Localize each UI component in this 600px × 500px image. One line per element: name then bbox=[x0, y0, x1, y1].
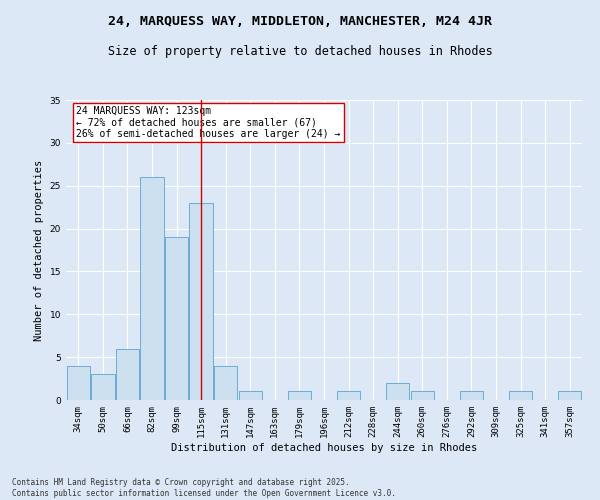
Bar bbox=[116, 348, 139, 400]
Bar bbox=[558, 392, 581, 400]
Bar bbox=[190, 203, 213, 400]
Text: 24 MARQUESS WAY: 123sqm
← 72% of detached houses are smaller (67)
26% of semi-de: 24 MARQUESS WAY: 123sqm ← 72% of detache… bbox=[76, 106, 341, 139]
Bar bbox=[288, 392, 311, 400]
Bar bbox=[509, 392, 532, 400]
Bar bbox=[410, 392, 434, 400]
Y-axis label: Number of detached properties: Number of detached properties bbox=[34, 160, 44, 340]
Bar bbox=[140, 177, 164, 400]
X-axis label: Distribution of detached houses by size in Rhodes: Distribution of detached houses by size … bbox=[171, 442, 477, 452]
Bar bbox=[214, 366, 238, 400]
Text: 24, MARQUESS WAY, MIDDLETON, MANCHESTER, M24 4JR: 24, MARQUESS WAY, MIDDLETON, MANCHESTER,… bbox=[108, 15, 492, 28]
Bar bbox=[386, 383, 409, 400]
Bar bbox=[460, 392, 483, 400]
Bar bbox=[165, 237, 188, 400]
Bar bbox=[239, 392, 262, 400]
Bar bbox=[67, 366, 90, 400]
Bar bbox=[91, 374, 115, 400]
Bar bbox=[337, 392, 360, 400]
Text: Size of property relative to detached houses in Rhodes: Size of property relative to detached ho… bbox=[107, 45, 493, 58]
Text: Contains HM Land Registry data © Crown copyright and database right 2025.
Contai: Contains HM Land Registry data © Crown c… bbox=[12, 478, 396, 498]
